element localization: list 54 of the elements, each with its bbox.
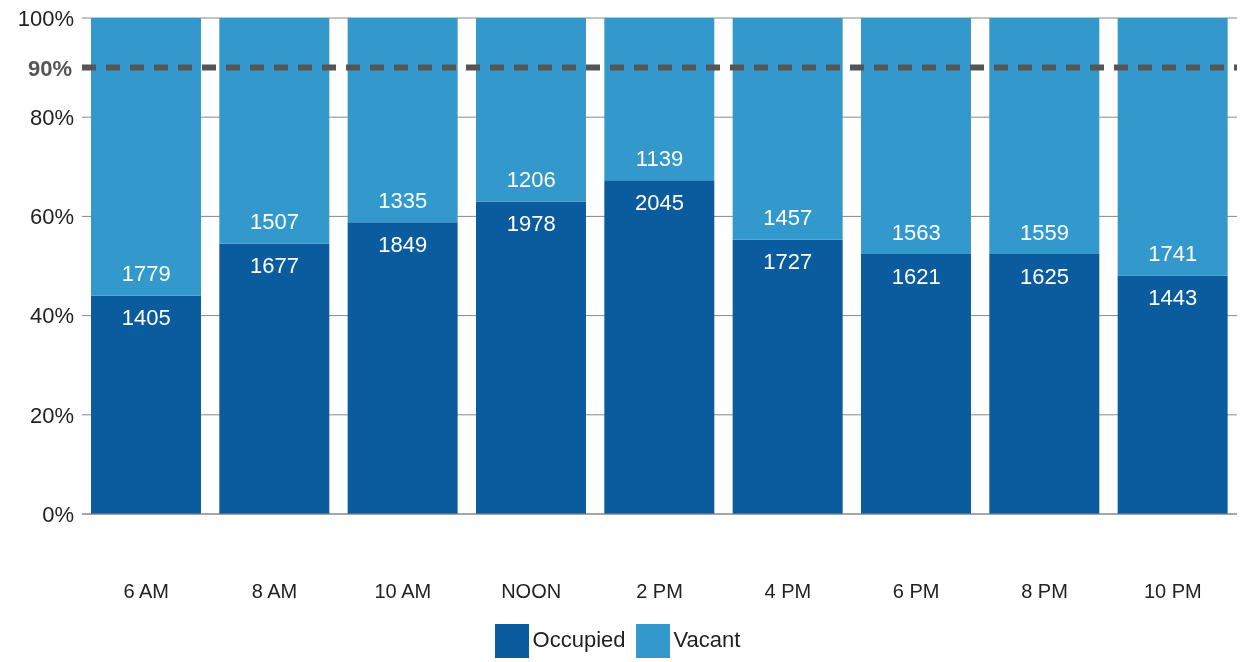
annotation: 1457: [763, 205, 813, 231]
bar: [732, 239, 843, 514]
x-tick-label: 10 PM: [1143, 580, 1202, 603]
y-tick-label: 80%: [29, 105, 74, 131]
annotation: 1563: [891, 219, 941, 245]
annotation: 1727: [763, 249, 813, 275]
annotation: 1139: [635, 145, 684, 171]
annotation: 1335: [378, 187, 428, 213]
x-tick-label: 6 PM: [892, 580, 940, 603]
x-tick-label: 2 PM: [636, 580, 683, 603]
annotation: 1443: [1148, 284, 1198, 310]
bar: [219, 18, 330, 244]
bar: [90, 18, 201, 296]
y-tick-label: 100%: [17, 5, 74, 31]
x-tick-label: 6 AM: [123, 580, 169, 603]
annotation: 1779: [121, 261, 171, 287]
annotation: 1741: [1148, 240, 1198, 266]
x-tick-label: NOON: [501, 580, 562, 603]
y-tick-label: 60%: [29, 204, 74, 230]
x-tick-label: 4 PM: [764, 580, 812, 603]
bar: [860, 18, 971, 255]
x-tick-label: 8 PM: [1021, 580, 1068, 603]
bar: [1117, 275, 1228, 514]
x-tick-label: 8 AM: [251, 580, 298, 603]
y-tick-label: 0%: [42, 501, 74, 527]
bar: [219, 243, 330, 514]
bar: [732, 18, 843, 240]
bar: [347, 18, 458, 223]
y-tick-label: 40%: [29, 303, 74, 329]
x-tick-label: 10 AM: [374, 580, 432, 603]
bar: [90, 295, 201, 514]
bar: [1117, 18, 1228, 276]
y-tick-label: 20%: [29, 402, 74, 428]
annotation: 1677: [250, 253, 299, 279]
annotation: 1625: [1020, 263, 1069, 289]
bar: [475, 18, 586, 202]
bar: [860, 254, 971, 514]
annotation: 1849: [378, 231, 428, 257]
legend-label: Occupied: [532, 626, 626, 652]
annotation: 1507: [250, 209, 299, 235]
bar: [989, 18, 1100, 255]
bar: [604, 180, 715, 514]
bar: [347, 222, 458, 514]
bar: [604, 18, 715, 181]
annotation: 1206: [506, 167, 556, 193]
bar: [989, 254, 1100, 514]
annotation: 2045: [635, 189, 684, 215]
bar: [475, 201, 586, 514]
annotation: 1621: [891, 263, 941, 289]
legend-label: Vacant: [673, 626, 741, 652]
annotation: 1559: [1020, 219, 1069, 245]
annotation: 1405: [121, 305, 171, 331]
ref-line-label: 90%: [27, 55, 72, 81]
annotation: 1978: [506, 211, 556, 237]
